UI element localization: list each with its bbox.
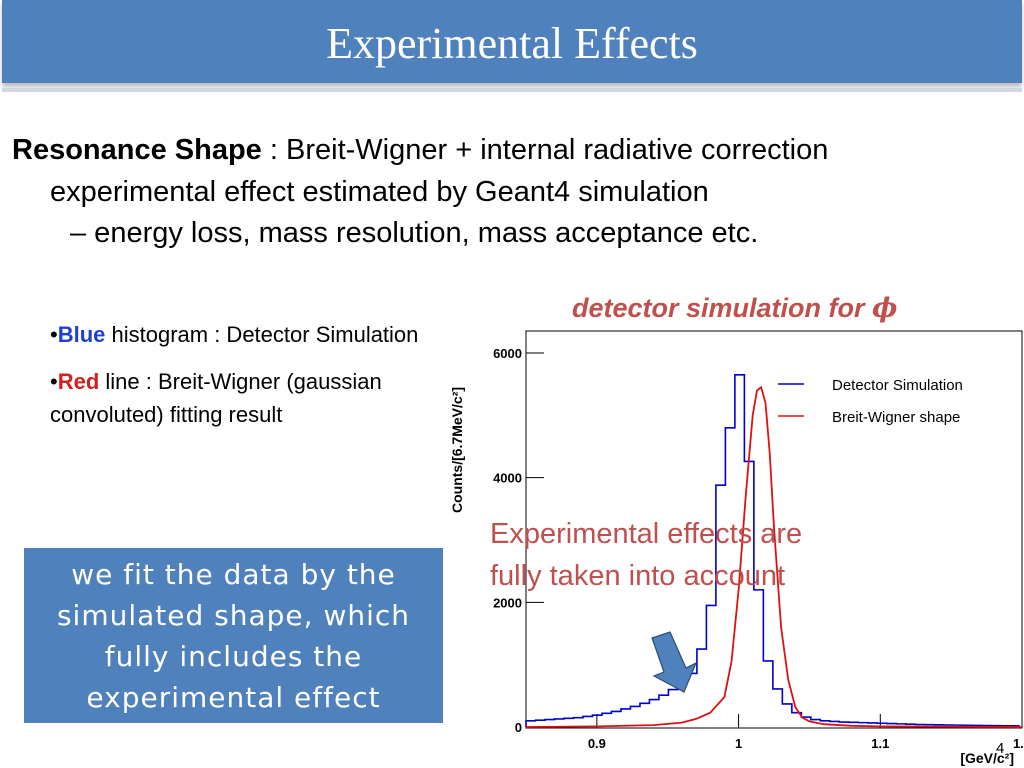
slide-title: Experimental Effects <box>326 19 698 68</box>
blue-bullet: •Blue histogram : Detector Simulation <box>50 318 420 351</box>
legend-label-detector-simulation: Detector Simulation <box>832 377 963 394</box>
red-keyword: Red <box>57 369 100 394</box>
bullet-mark: • <box>50 322 58 347</box>
x-tick-label: 0.9 <box>588 736 606 751</box>
x-tick-label: 1.1 <box>871 736 889 751</box>
simulation-caption-text: detector simulation for <box>572 293 873 323</box>
fit-callout-box: we fit the data by the simulated shape, … <box>24 548 443 723</box>
red-bullet-text: line : Breit-Wigner (gaussian convoluted… <box>50 369 382 427</box>
x-tick-label: 1.2 <box>1013 736 1024 751</box>
note-line-1: Experimental effects are <box>490 518 803 550</box>
title-underline <box>2 88 1022 92</box>
y-tick-label: 4000 <box>493 471 522 486</box>
detector-simulation-histogram <box>525 374 1020 727</box>
red-bullet: •Red line : Breit-Wigner (gaussian convo… <box>50 365 420 431</box>
blue-keyword: Blue <box>57 322 106 347</box>
mass-distribution-chart: 0 2000 4000 6000 0.9 1 1.1 1.2 Detector Simula… <box>440 320 1024 768</box>
breit-wigner-fit-curve <box>525 385 1023 728</box>
down-arrow-icon <box>651 631 698 693</box>
y-tick-label: 6000 <box>493 346 522 361</box>
x-axis-label: [GeV/c²] <box>960 750 1014 766</box>
phi-symbol: ϕ <box>872 293 898 324</box>
x-tick-label: 1 <box>735 736 742 751</box>
bullet-mark: • <box>50 369 58 394</box>
y-tick-label: 0 <box>515 720 522 735</box>
resonance-shape-line: Resonance Shape : Breit-Wigner + interna… <box>12 130 828 170</box>
blue-bullet-text: histogram : Detector Simulation <box>105 322 419 347</box>
experimental-effect-line: experimental effect estimated by Geant4 … <box>50 176 709 208</box>
legend-label-breit-wigner: Breit-Wigner shape <box>832 409 960 426</box>
title-bar <box>2 0 1022 92</box>
y-axis-label: Counts/[6.7MeV/c²] <box>449 387 465 513</box>
effects-list-line: – energy loss, mass resolution, mass acc… <box>70 217 759 249</box>
simulation-caption: detector simulation for ϕ <box>572 293 897 324</box>
y-tick-label: 2000 <box>493 595 522 610</box>
x-axis-ticks: 0.9 1 1.1 1.2 <box>588 714 1024 751</box>
page-number: 4 <box>996 740 1005 757</box>
resonance-shape-label: Resonance Shape <box>12 134 262 166</box>
legend-explanation: •Blue histogram : Detector Simulation •R… <box>50 318 420 445</box>
note-line-2: fully taken into account <box>490 560 786 592</box>
experimental-effects-note: Experimental effects are fully taken int… <box>490 513 802 597</box>
chart-canvas: 0 2000 4000 6000 0.9 1 1.1 1.2 Detector Simula… <box>449 330 1024 766</box>
resonance-shape-description: : Breit-Wigner + internal radiative corr… <box>261 134 829 166</box>
